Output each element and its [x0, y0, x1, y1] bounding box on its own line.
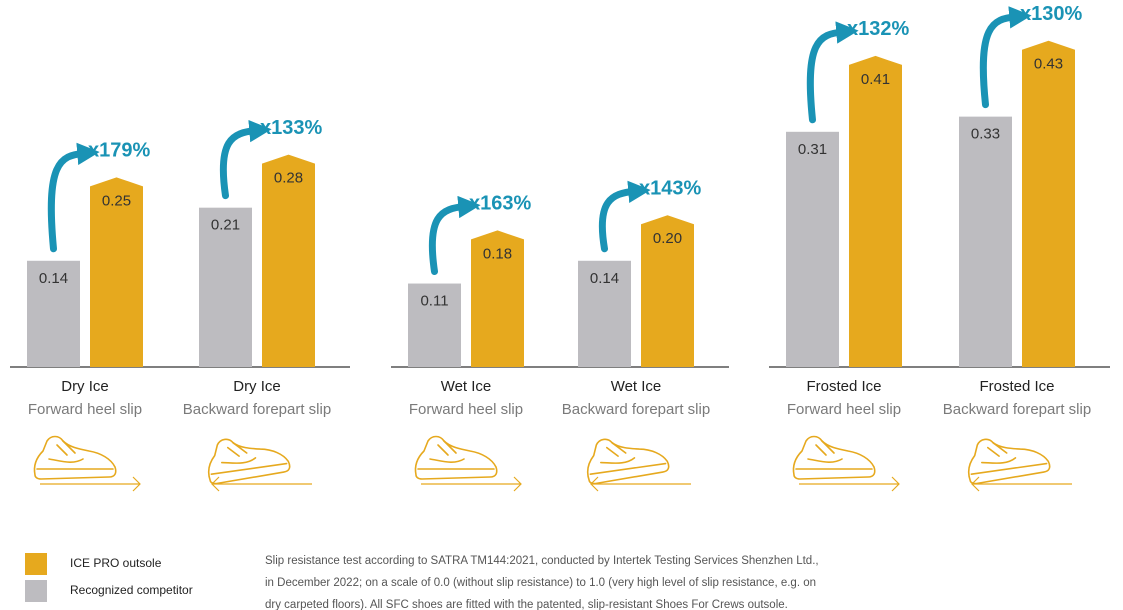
bar [849, 55, 902, 367]
category-label: Dry Ice [61, 378, 109, 395]
footnote: dry carpeted floors). All SFC shoes are … [265, 599, 788, 610]
increase-label: x133% [260, 117, 322, 139]
shoe-icon [792, 435, 876, 480]
value-label: 0.25 [102, 192, 131, 209]
shoe-icon [582, 430, 671, 486]
direction-arrowhead [891, 476, 900, 492]
direction-arrowhead [590, 476, 599, 492]
shoe [582, 430, 671, 486]
shoe-icon [963, 430, 1052, 486]
footnote-block: Slip resistance test according to SATRA … [265, 555, 819, 610]
shoe-icon [33, 435, 117, 480]
value-label: 0.14 [39, 270, 68, 287]
legend-label: Recognized competitor [70, 583, 193, 597]
bar [959, 116, 1012, 367]
increase-arrow [598, 180, 651, 253]
shoe [963, 430, 1052, 486]
category-label: Wet Ice [611, 378, 662, 395]
category-label: Frosted Ice [806, 378, 881, 395]
direction-arrowhead [132, 476, 141, 492]
test-label: Forward heel slip [409, 401, 523, 418]
shoe [203, 430, 292, 486]
bar [27, 260, 80, 367]
shoe-icon [203, 430, 292, 486]
increase-arrow [979, 6, 1032, 109]
footnote: in December 2022; on a scale of 0.0 (wit… [265, 577, 816, 589]
value-label: 0.28 [274, 170, 303, 187]
test-label: Forward heel slip [28, 401, 142, 418]
legend-label: ICE PRO outsole [70, 556, 162, 570]
category-label: Frosted Ice [979, 378, 1054, 395]
direction-arrowhead [513, 476, 522, 492]
increase-label: x179% [88, 140, 150, 162]
category-label: Dry Ice [233, 378, 281, 395]
increase-label: x163% [469, 193, 531, 215]
increase-arrow [428, 195, 481, 276]
bar [1022, 40, 1075, 368]
value-label: 0.21 [211, 217, 240, 234]
direction-arrowhead [971, 476, 980, 492]
increase-label: x132% [847, 18, 909, 40]
bar [578, 260, 631, 367]
value-label: 0.20 [653, 230, 682, 247]
value-label: 0.18 [483, 245, 512, 262]
bar [471, 230, 524, 367]
shoe [33, 435, 117, 480]
test-label: Backward forepart slip [943, 401, 1091, 418]
value-label: 0.41 [861, 71, 890, 88]
shoe [414, 435, 498, 480]
bar [786, 131, 839, 367]
test-label: Forward heel slip [787, 401, 901, 418]
footnote: Slip resistance test according to SATRA … [265, 555, 819, 567]
value-label: 0.43 [1034, 56, 1063, 73]
bar [641, 215, 694, 367]
bar [90, 177, 143, 367]
direction-arrowhead [211, 476, 220, 492]
shoe [792, 435, 876, 480]
value-label: 0.14 [590, 270, 619, 287]
increase-arrow [219, 119, 272, 200]
increase-label: x143% [639, 178, 701, 200]
value-label: 0.31 [798, 141, 827, 158]
increase-arrow [806, 21, 859, 124]
value-label: 0.11 [420, 293, 448, 310]
legend-swatch [25, 580, 47, 602]
increase-label: x130% [1020, 3, 1082, 25]
value-label: 0.33 [971, 126, 1000, 143]
category-label: Wet Ice [441, 378, 492, 395]
test-label: Backward forepart slip [562, 401, 710, 418]
increase-arrow [47, 142, 100, 253]
bar [262, 154, 315, 367]
test-label: Backward forepart slip [183, 401, 331, 418]
legend-swatch [25, 553, 47, 575]
bar [408, 283, 461, 367]
bar [199, 207, 252, 367]
shoe-icon [414, 435, 498, 480]
